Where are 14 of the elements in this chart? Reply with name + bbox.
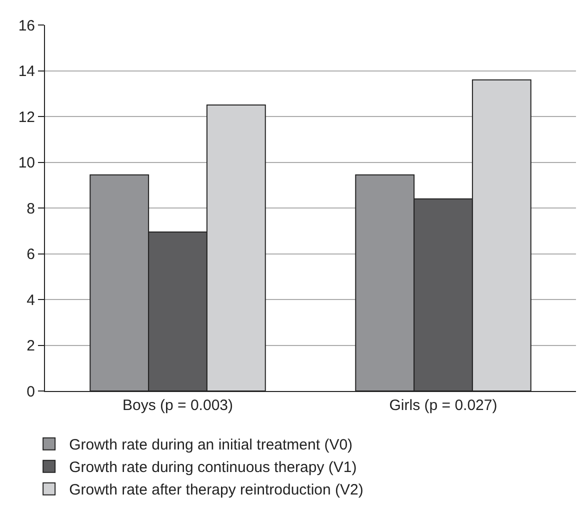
y-tick-label: 14: [18, 63, 35, 80]
legend-label: Growth rate during an initial treatment (V0): [69, 436, 353, 454]
y-tick-label: 0: [26, 383, 35, 400]
y-tick-label: 2: [26, 338, 35, 354]
x-tick-label: Boys (p = 0.003): [122, 397, 233, 414]
y-tick-label: 6: [26, 246, 35, 263]
x-tick-label: Girls (p = 0.027): [389, 397, 498, 414]
y-tick-label: 8: [26, 200, 35, 218]
y-tick-label: 10: [18, 154, 35, 172]
y-tick-label: 12: [18, 108, 35, 126]
legend-label: Growth rate during continuous therapy (V1): [69, 459, 357, 476]
legend-label: Growth rate after therapy reintroduction (V2): [69, 482, 364, 499]
y-tick-label: 16: [18, 17, 35, 34]
y-tick-label: 4: [26, 292, 35, 309]
